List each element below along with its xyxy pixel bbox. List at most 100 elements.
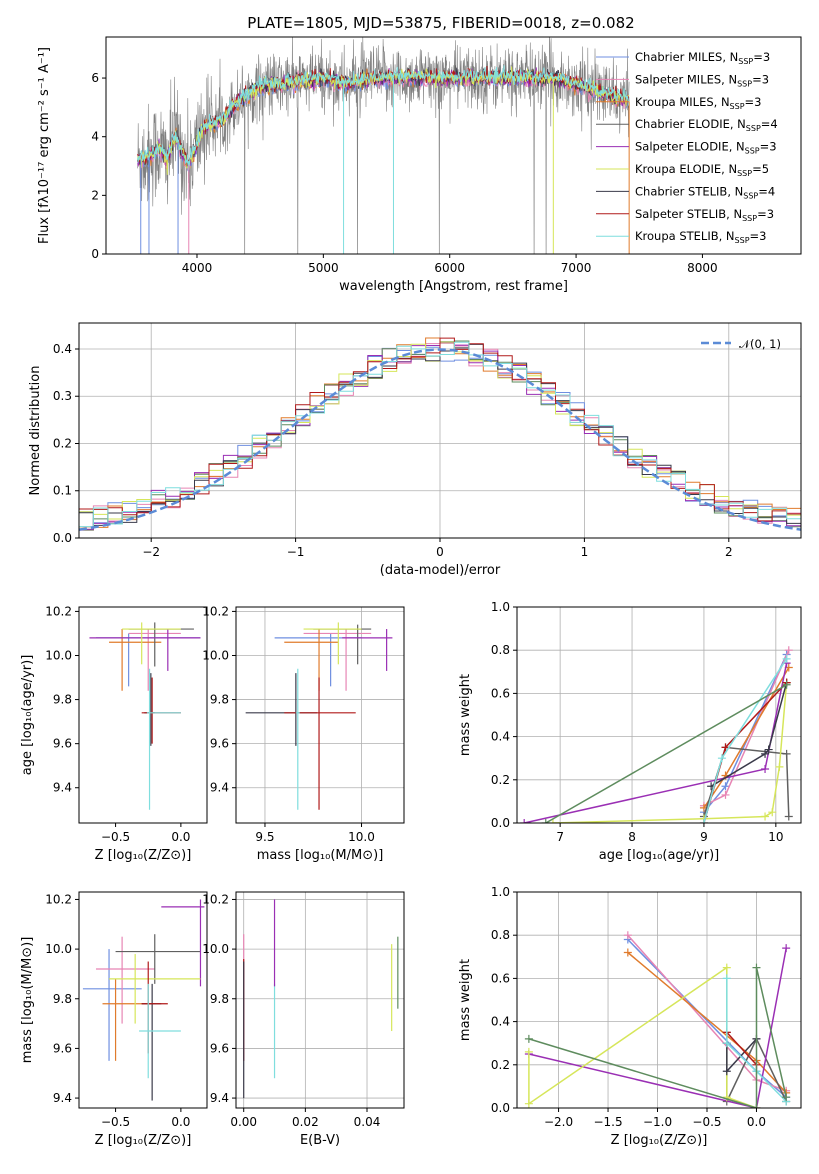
weight-line (726, 1031, 758, 1066)
x-tick-label: 7000 (561, 261, 592, 275)
x-tick-label: −1.5 (593, 1115, 622, 1129)
weight-line (552, 682, 788, 823)
y-tick-label: 10.2 (202, 892, 229, 906)
y-tick-label: 6 (91, 71, 99, 85)
y-tick-label: 0.6 (491, 971, 510, 985)
figure-title: PLATE=1805, MJD=53875, FIBERID=0018, z=0… (247, 14, 634, 32)
x-tick-label: −0.5 (692, 1115, 721, 1129)
y-tick-label: 9.8 (53, 992, 72, 1006)
y-axis-label: Normed distribution (28, 366, 43, 496)
plot-area (517, 892, 801, 1108)
panel-mass-vs-z: −0.5 0.0 9.4 9.6 9.8 10.0 10.2 Z [log₁₀(Z/Z⊙)] m… (20, 891, 208, 1148)
y-tick-label: 0.2 (491, 1058, 510, 1072)
weight-marker (752, 963, 761, 972)
weight-marker (524, 1034, 533, 1043)
y-tick-label: 0.4 (491, 730, 510, 744)
weight-marker (784, 812, 793, 821)
axes-frame (516, 606, 802, 824)
weight-marker (782, 944, 791, 953)
weight-marker (775, 762, 784, 771)
y-tick-label: 10.2 (202, 604, 229, 618)
y-axis-label: mass weight (458, 959, 473, 1041)
residual-histogram (79, 341, 801, 528)
legend-label: Kroupa STELIB, NSSP=3 (635, 229, 766, 245)
weight-marker (722, 963, 731, 972)
weight-marker (623, 948, 632, 957)
x-tick-label: 0.02 (292, 1115, 319, 1129)
panel-mass-vs-ebv: 0.00 0.02 0.04 9.4 9.6 9.8 10.0 10.2 E(B-V) (202, 891, 405, 1148)
weight-marker (722, 1039, 731, 1048)
y-tick-label: 0.3 (53, 389, 72, 403)
y-tick-label: 0.4 (53, 342, 72, 356)
y-tick-label: 2 (91, 188, 99, 202)
y-tick-label: 1.0 (491, 600, 510, 614)
y-tick-label: 9.6 (210, 1041, 229, 1055)
weight-marker (782, 654, 791, 663)
axes-frame (78, 891, 208, 1109)
plot-area (517, 607, 801, 823)
weight-line (528, 966, 757, 1108)
x-axis-label: E(B-V) (300, 1133, 340, 1148)
plot-area (236, 892, 404, 1108)
x-tick-label: −2 (142, 545, 160, 559)
plot-area (82, 899, 205, 1101)
plot-area (79, 323, 801, 538)
plot-area (137, 37, 630, 254)
weight-line (524, 663, 788, 823)
x-tick-label: −1 (287, 545, 305, 559)
y-tick-label: 10.0 (202, 648, 229, 662)
x-axis-label: Z [log₁₀(Z/Z⊙)] (95, 848, 192, 863)
y-tick-label: 10.2 (45, 892, 72, 906)
x-tick-label: 4000 (182, 261, 213, 275)
y-axis-label: age [log₁₀(age/yr)] (20, 655, 35, 776)
x-axis-label: (data-model)/error (380, 563, 501, 578)
legend-label: Salpeter ELODIE, NSSP=3 (635, 140, 777, 156)
normal-curve (79, 348, 801, 531)
x-axis-label: age [log₁₀(age/yr)] (599, 848, 720, 863)
axes-frame (235, 891, 405, 1109)
y-tick-label: 0.0 (53, 531, 72, 545)
x-tick-label: 6000 (434, 261, 465, 275)
weight-marker (717, 754, 726, 763)
y-tick-label: 0.4 (491, 1015, 510, 1029)
weight-marker (784, 646, 793, 655)
x-axis-label: Z [log₁₀(Z/Z⊙)] (95, 1133, 192, 1148)
weight-marker (752, 1104, 761, 1108)
y-axis-label: mass weight (458, 674, 473, 756)
legend-label: Chabrier ELODIE, NSSP=4 (635, 117, 778, 133)
x-tick-label: −2.0 (544, 1115, 573, 1129)
x-axis-label: mass [log₁₀(M/M⊙)] (257, 848, 384, 863)
weight-marker (761, 812, 770, 821)
y-tick-label: 9.8 (210, 693, 229, 707)
legend-label: Salpeter STELIB, NSSP=3 (635, 207, 774, 223)
x-tick-label: 2 (725, 545, 733, 559)
x-tick-label: 0.00 (230, 1115, 257, 1129)
y-tick-label: 4 (91, 130, 99, 144)
y-tick-label: 0.0 (491, 816, 510, 830)
legend-label: Chabrier STELIB, NSSP=4 (635, 184, 775, 200)
legend-label: Kroupa ELODIE, NSSP=5 (635, 162, 769, 178)
weight-line (545, 684, 787, 823)
y-tick-label: 9.4 (210, 1091, 229, 1105)
legend-label: Salpeter MILES, NSSP=3 (635, 72, 769, 88)
x-tick-label: 0.0 (747, 1115, 766, 1129)
weight-marker (520, 819, 529, 823)
panels: 4000 5000 6000 7000 8000 0 2 4 6 wavelength [Angs… (20, 36, 802, 1148)
y-tick-label: 9.4 (210, 781, 229, 795)
panel-weight-vs-z: −2.0 −1.5 −1.0 −0.5 0.0 0.0 0.2 0.4 0.6 0.8 1.0 Z [… (458, 885, 802, 1148)
y-tick-label: 0.2 (53, 436, 72, 450)
y-tick-label: 10.0 (202, 942, 229, 956)
y-tick-label: 9.6 (53, 737, 72, 751)
x-tick-label: 9 (700, 830, 708, 844)
x-axis-label: wavelength [Angstrom, rest frame] (339, 279, 568, 294)
x-tick-label: −0.5 (101, 830, 130, 844)
plot-area (89, 622, 201, 810)
y-axis-label: Flux [fλ10⁻¹⁷ erg cm⁻² s⁻¹ A⁻¹] (37, 47, 52, 244)
legend-normal-label: 𝒩(0, 1) (739, 337, 781, 351)
weight-line (528, 967, 787, 1108)
weight-marker (782, 1093, 791, 1102)
x-tick-label: −1.0 (643, 1115, 672, 1129)
axes-frame (235, 606, 405, 824)
y-tick-label: 0.2 (491, 773, 510, 787)
x-tick-label: 9.5 (255, 830, 274, 844)
